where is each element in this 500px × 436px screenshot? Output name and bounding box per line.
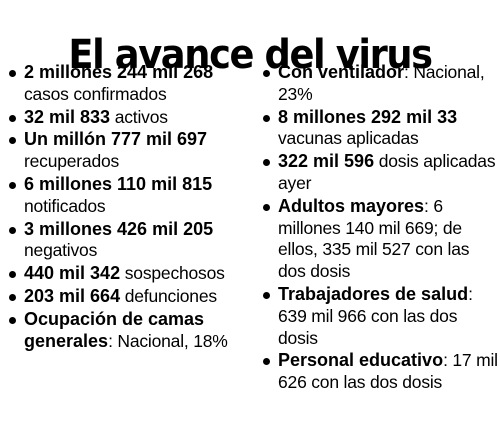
list-item: 440 mil 342 sospechosos (8, 263, 254, 285)
list-item: 203 mil 664 defunciones (8, 286, 254, 308)
item-text: negativos (24, 240, 98, 261)
item-text: : Nacional, 23% (278, 62, 485, 104)
item-figure: 3 millones 426 mil 205 (24, 218, 214, 239)
item-text: : Nacional, 18% (108, 330, 228, 351)
left-column: 2 millones 244 mil 268 casos confirmados… (8, 62, 254, 353)
list-item: 6 millones 110 mil 815 notificados (8, 174, 254, 218)
item-text: : 639 mil 966 con las dos dosis (278, 283, 473, 348)
item-text: casos confirmados (24, 83, 167, 104)
list-item: 2 millones 244 mil 268 casos confirmados (8, 62, 254, 106)
item-text: vacunas aplicadas (278, 128, 419, 149)
item-figure: 32 mil 833 (24, 106, 111, 127)
item-figure: Trabajadores de salud (278, 283, 469, 304)
list-item: Un millón 777 mil 697 recuperados (8, 129, 254, 173)
item-figure: Adultos mayores (278, 195, 425, 216)
item-figure: 440 mil 342 (24, 263, 121, 284)
item-figure: 322 mil 596 (278, 151, 375, 172)
list-item: 8 millones 292 mil 33 vacunas aplicadas (262, 107, 498, 151)
item-figure: Ocupación de camas generales (24, 308, 205, 351)
list-item: 32 mil 833 activos (8, 107, 254, 129)
item-figure: Un millón 777 mil 697 (24, 129, 208, 150)
page-title: El avance del virus (68, 31, 433, 78)
item-text: sospechosos (120, 263, 225, 284)
item-figure: 203 mil 664 (24, 285, 121, 306)
item-figure: 6 millones 110 mil 815 (24, 173, 213, 194)
item-text: : 6 millones 140 mil 669; de ellos, 335 … (278, 195, 470, 282)
list-item: Adultos mayores: 6 millones 140 mil 669;… (262, 196, 498, 283)
item-text: activos (110, 106, 168, 127)
item-figure: 8 millones 292 mil 33 (278, 106, 458, 127)
item-text: recuperados (24, 151, 120, 172)
item-figure: 2 millones 244 mil 268 (24, 62, 214, 82)
right-column: Con ventilador: Nacional, 23% 8 millones… (262, 62, 498, 395)
list-item: 3 millones 426 mil 205 negativos (8, 219, 254, 263)
list-item: Trabajadores de salud: 639 mil 966 con l… (262, 284, 498, 349)
item-text: dosis aplicadas ayer (278, 151, 496, 193)
list-item: Personal educativo: 17 mil 626 con las d… (262, 350, 498, 394)
list-item: Ocupación de camas generales: Nacional, … (8, 309, 254, 353)
item-figure: Con ventilador (278, 62, 405, 82)
item-text: defunciones (120, 285, 217, 306)
list-item: Con ventilador: Nacional, 23% (262, 62, 498, 106)
list-item: 322 mil 596 dosis aplicadas ayer (262, 151, 498, 195)
item-text: notificados (24, 195, 106, 216)
item-text: : 17 mil 626 con las dos dosis (278, 350, 498, 393)
item-figure: Personal educativo (278, 350, 444, 371)
